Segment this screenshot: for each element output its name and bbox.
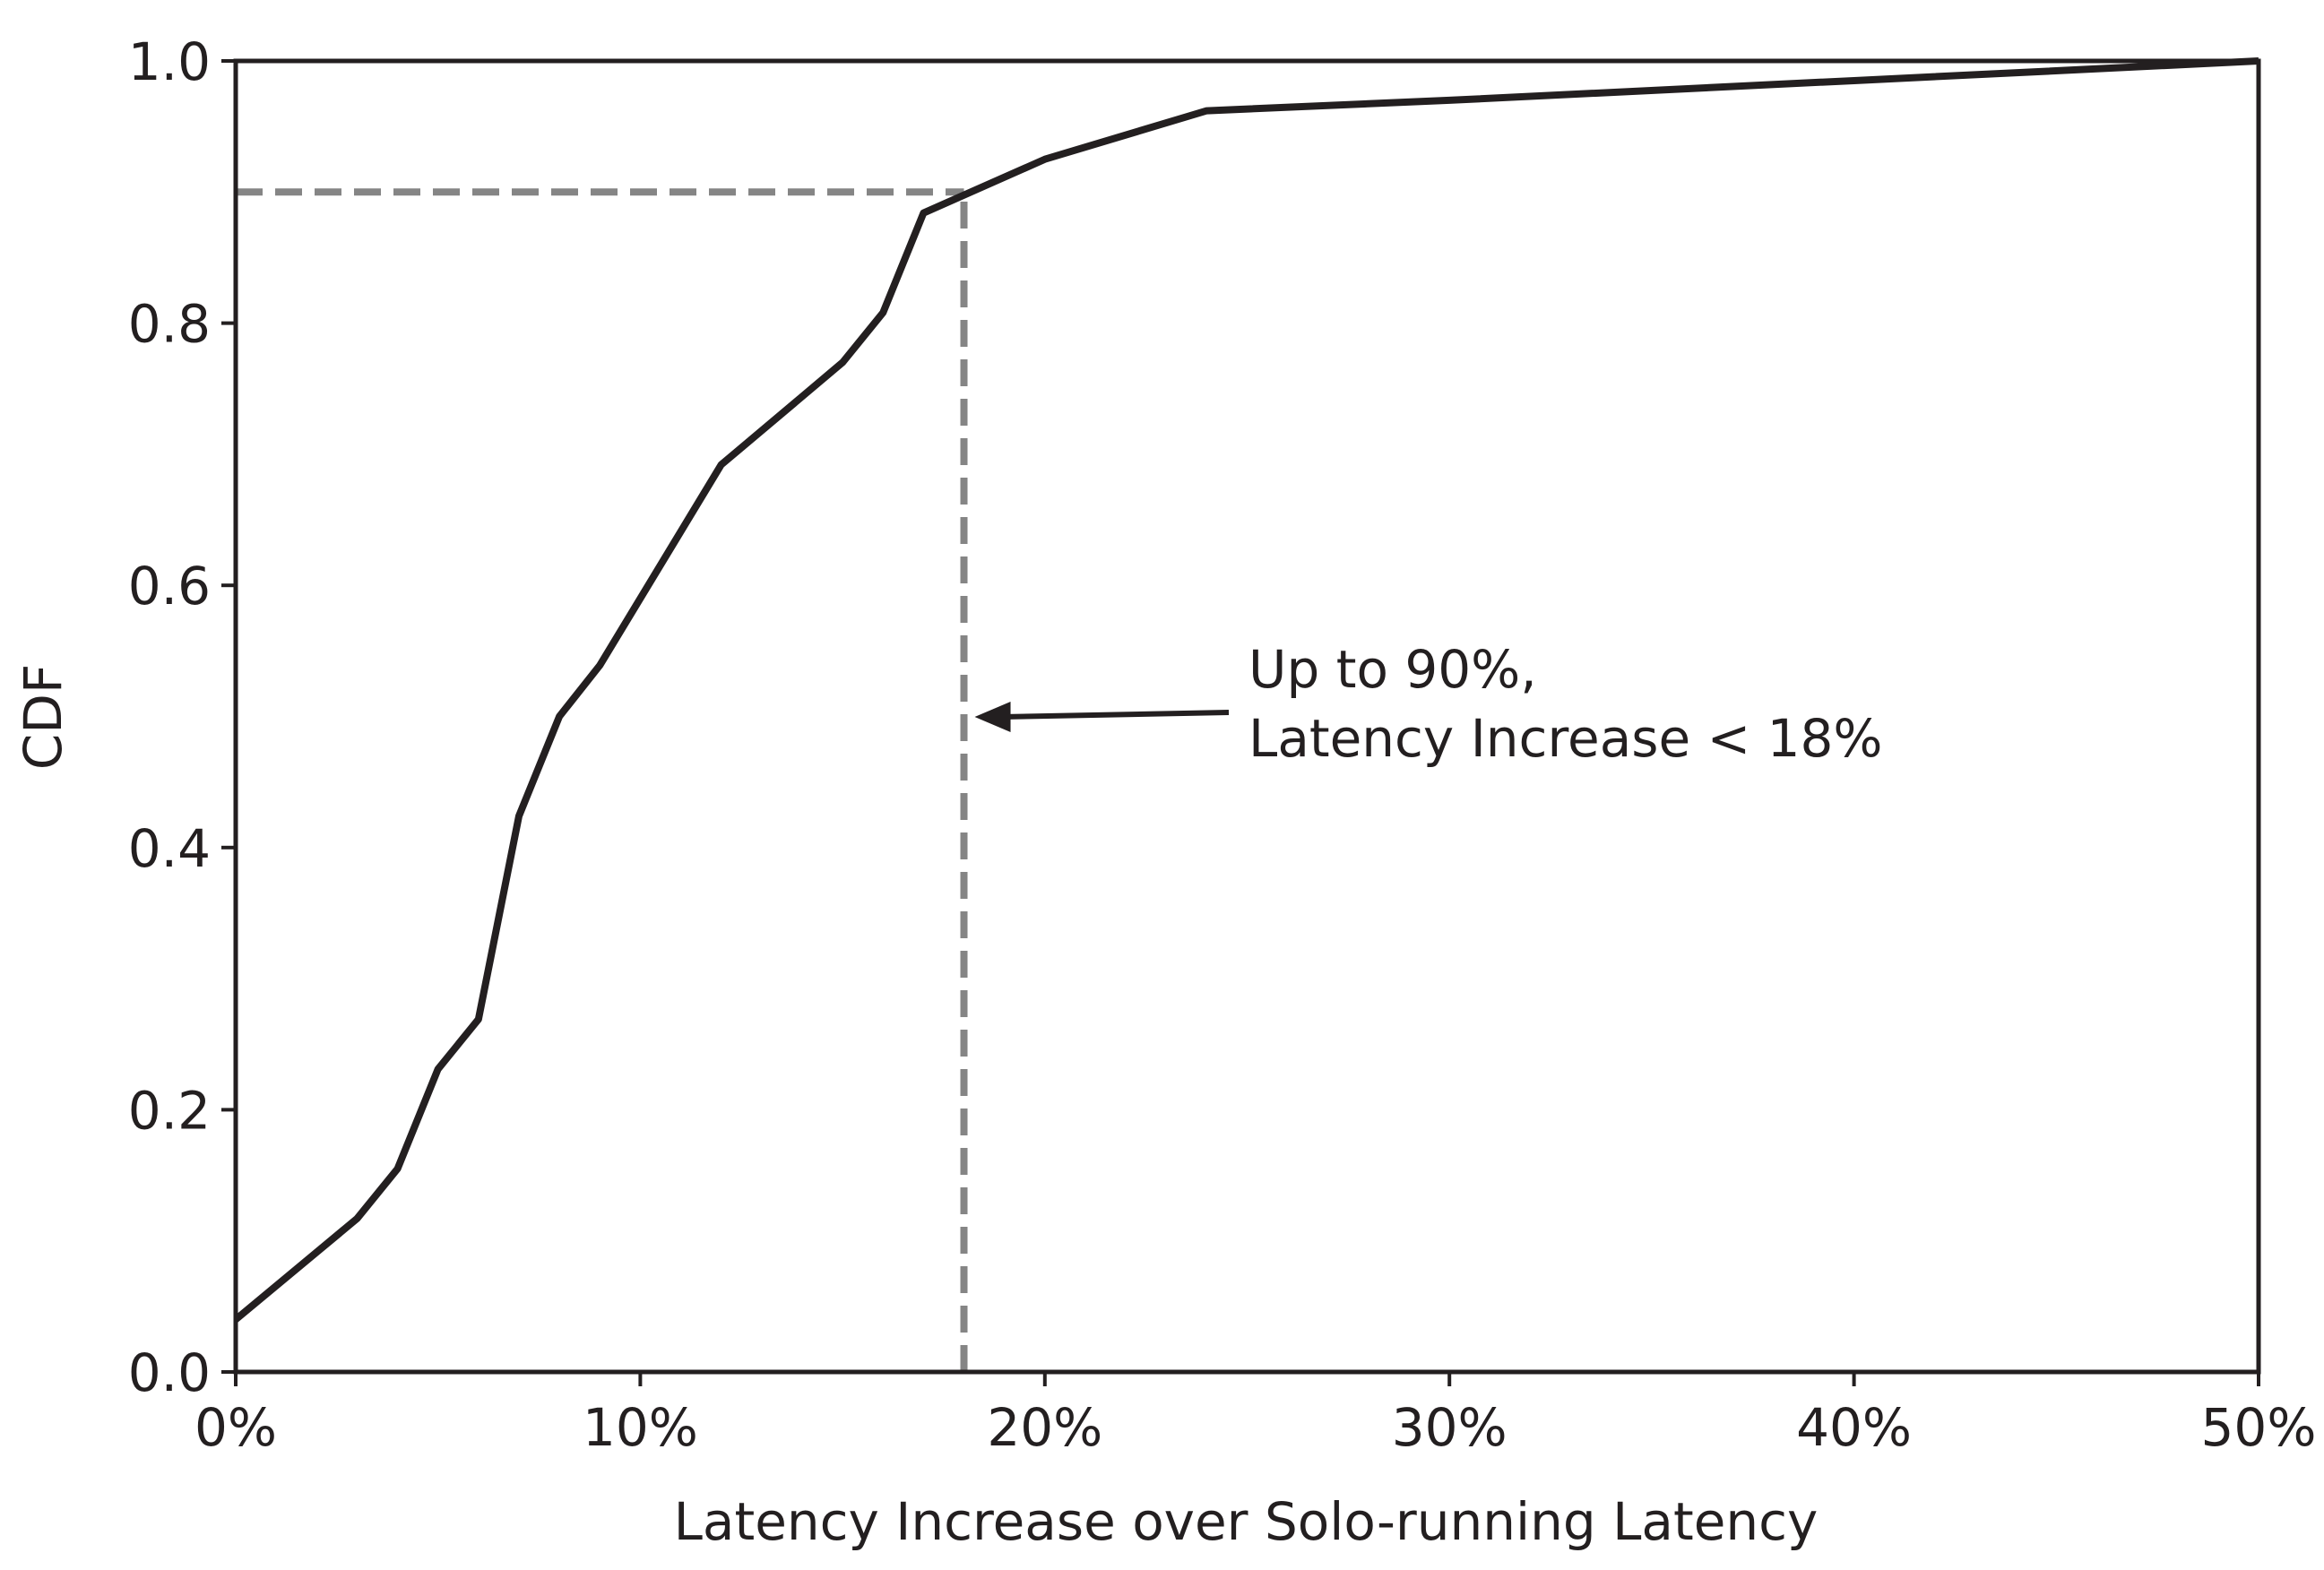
plot-frame [233, 58, 2261, 1375]
y-tick-label: 0.4 [128, 818, 211, 879]
annotation-text: Latency Increase < 18% [1248, 708, 1883, 769]
x-tick-label: 30% [1392, 1397, 1508, 1458]
x-tick-label: 0% [194, 1397, 277, 1458]
y-tick-label: 0.2 [128, 1080, 211, 1141]
x-tick-label: 40% [1796, 1397, 1912, 1458]
annotation-arrow [1001, 710, 1230, 720]
y-tick-label: 1.0 [128, 31, 211, 92]
y-tick-label: 0.8 [128, 294, 211, 355]
cdf-line [233, 57, 2259, 1323]
y-axis-label: CDF [13, 664, 73, 771]
x-tick-label: 50% [2201, 1397, 2317, 1458]
x-axis-label: Latency Increase over Solo-running Laten… [674, 1491, 1819, 1552]
x-tick-label: 10% [583, 1397, 698, 1458]
annotation-arrowhead [974, 702, 1011, 732]
y-tick-label: 0.6 [128, 556, 211, 617]
annotation-text: Up to 90%, [1248, 639, 1537, 700]
x-tick-label: 20% [987, 1397, 1102, 1458]
y-tick-label: 0.0 [128, 1342, 211, 1403]
